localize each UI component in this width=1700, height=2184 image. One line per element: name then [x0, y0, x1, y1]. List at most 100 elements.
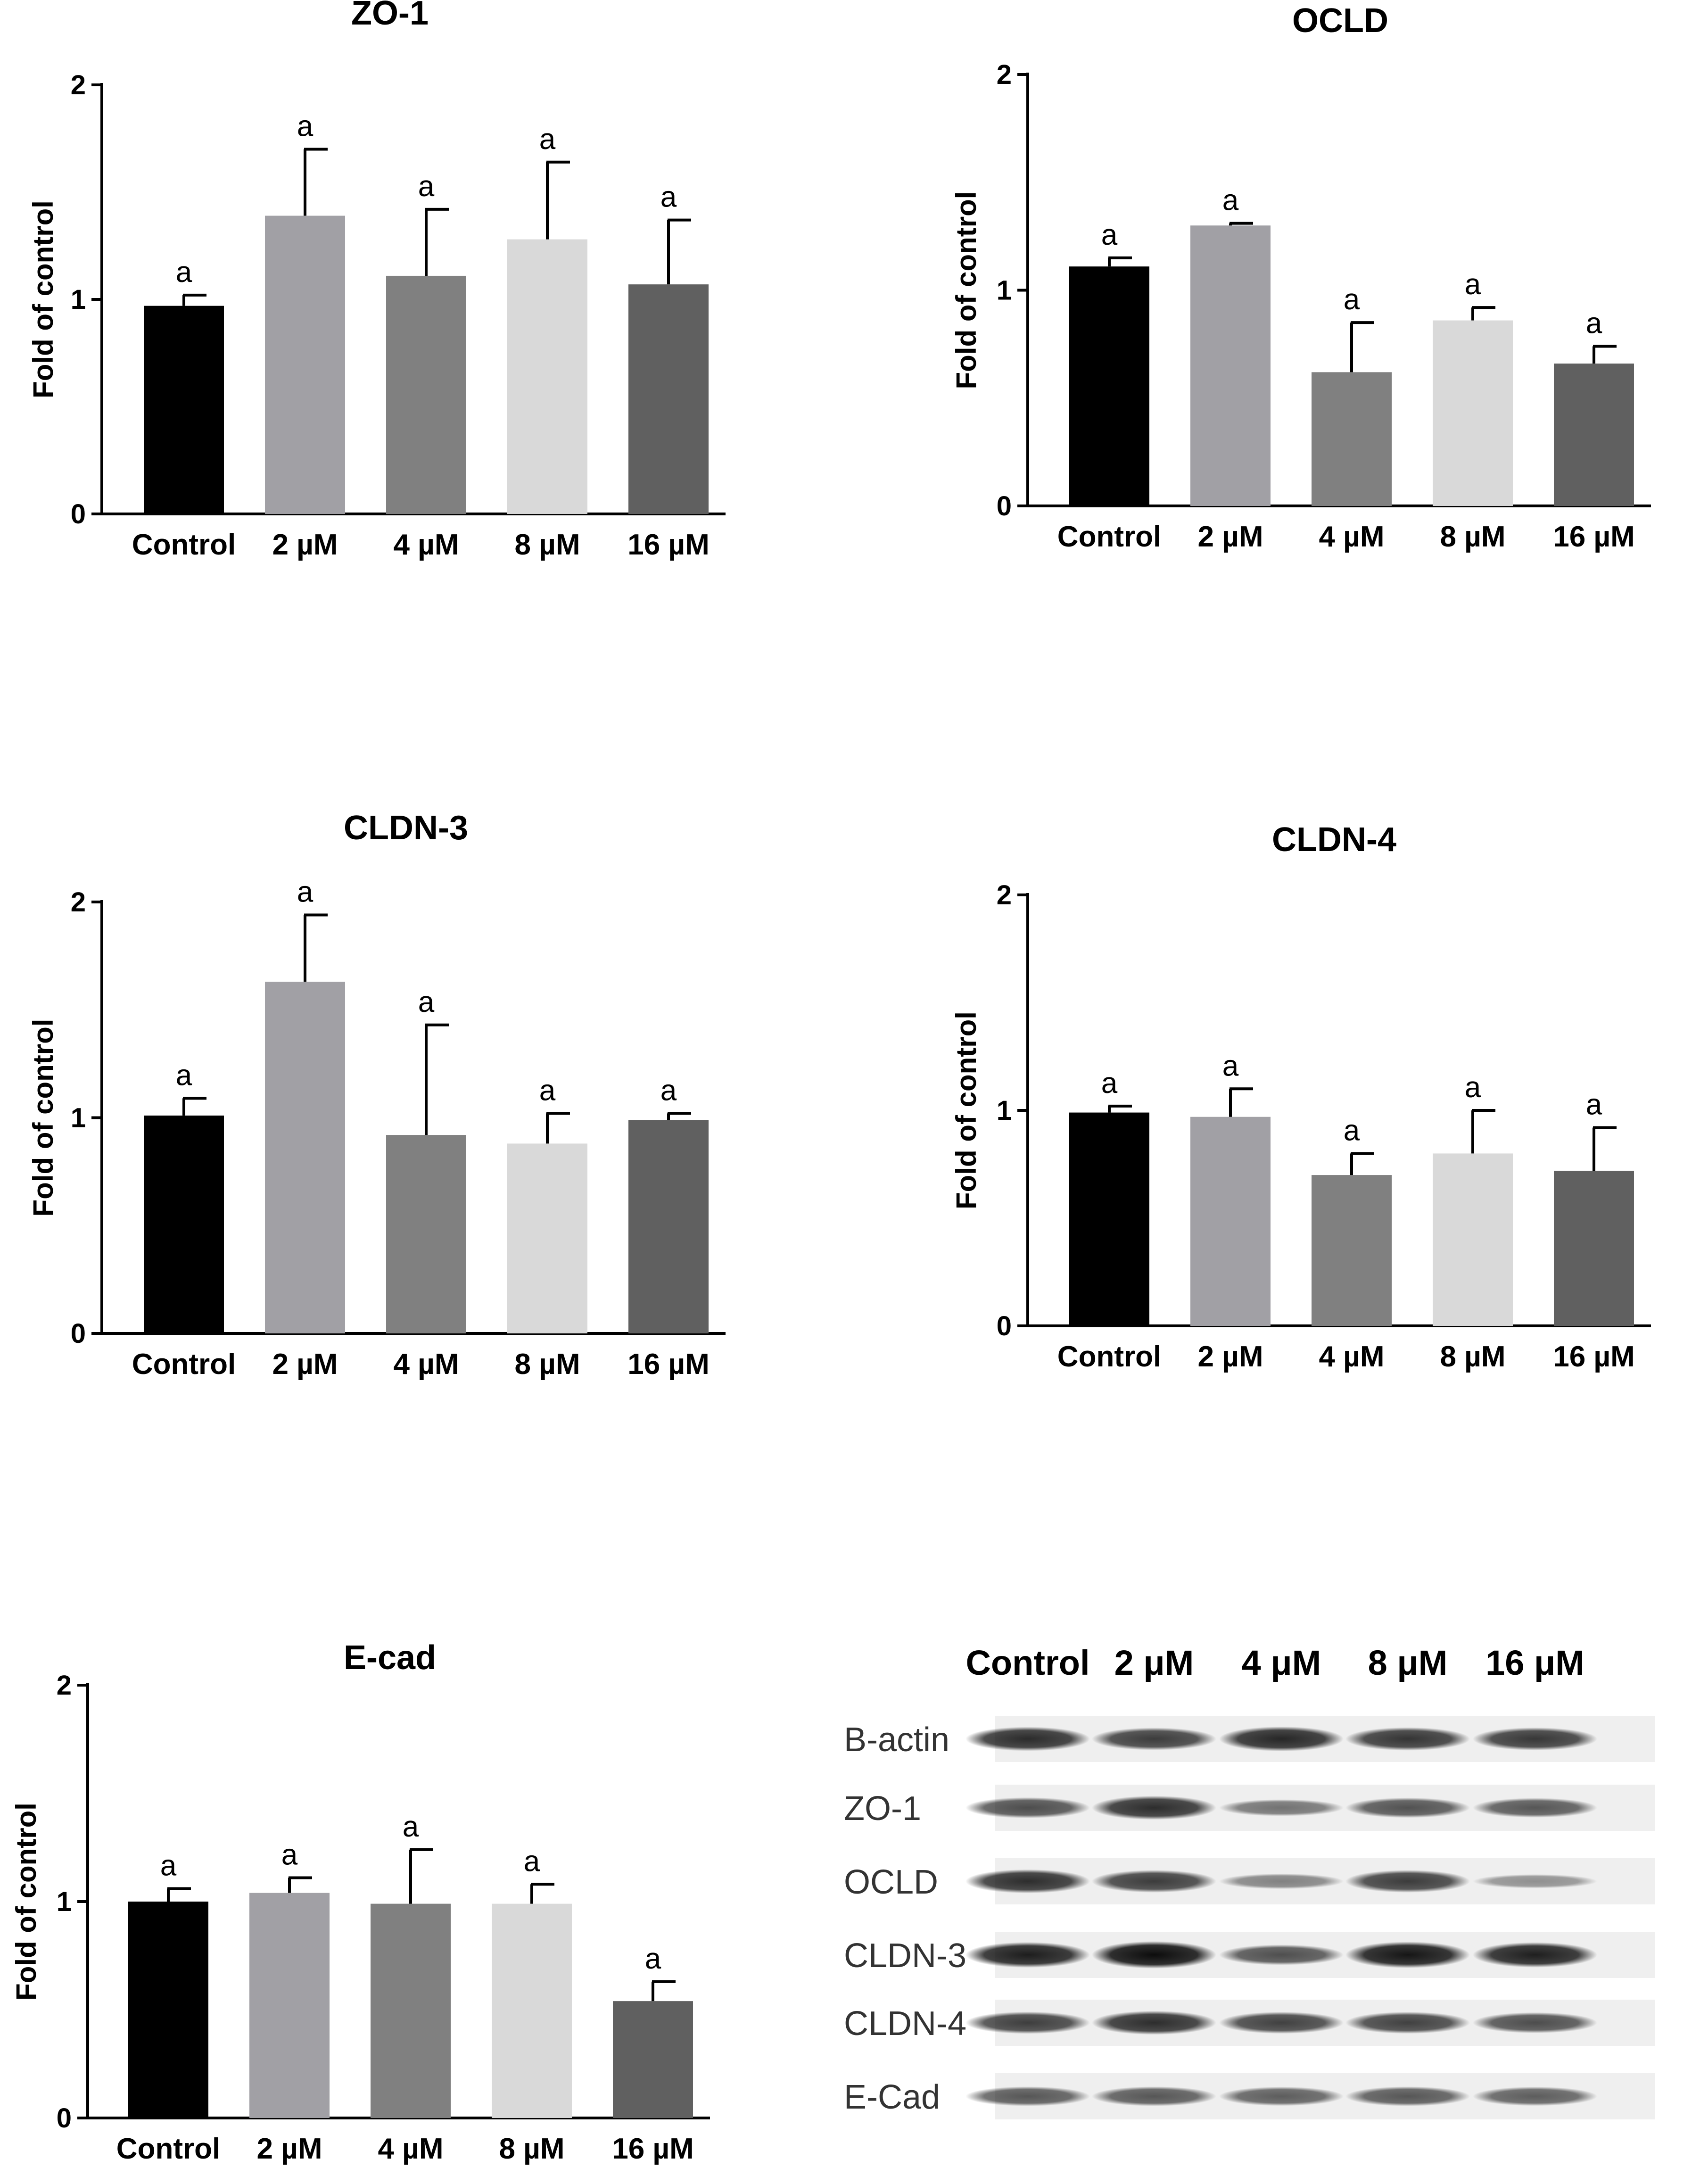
blot-band-ocld-8-m	[1345, 1870, 1470, 1893]
bar-2-m	[1190, 225, 1271, 506]
blot-band-e-cad-2-m	[1092, 2086, 1216, 2106]
y-tick-label: 1	[997, 275, 1012, 306]
blot-band-b-actin-16-m	[1473, 1727, 1597, 1751]
chart-title: ZO-1	[351, 0, 429, 32]
blot-band-ocld-2-m	[1092, 1870, 1216, 1893]
x-tick-label: Control	[1057, 521, 1161, 553]
blot-lane-label: 4 μM	[1242, 1643, 1321, 1682]
significance-letter: a	[418, 170, 435, 203]
y-tick-label: 2	[57, 1670, 72, 1701]
bar-8-m	[492, 1903, 572, 2118]
y-axis-label: Fold of control	[950, 191, 982, 389]
x-tick-label: 4 µM	[1319, 521, 1384, 553]
bar-2-m	[249, 1893, 330, 2118]
y-tick-label: 2	[71, 70, 86, 100]
y-tick-label: 0	[71, 1318, 86, 1349]
significance-letter: a	[1586, 307, 1602, 339]
x-tick-label: 2 µM	[272, 1348, 338, 1381]
blot-band-e-cad-8-m	[1345, 2086, 1470, 2106]
bar-2-m	[265, 982, 345, 1333]
bar-2-m	[265, 215, 345, 514]
significance-letter: a	[418, 986, 435, 1018]
blot-row-label: CLDN-4	[844, 2005, 966, 2043]
x-tick-label: 2 µM	[1197, 521, 1263, 553]
x-tick-label: Control	[132, 1348, 236, 1381]
significance-letter: a	[1222, 184, 1239, 217]
x-tick-label: 4 µM	[393, 529, 459, 561]
blot-band-e-cad-control	[966, 2086, 1090, 2106]
y-axis-label: Fold of control	[27, 200, 59, 398]
blot-lane-label: 16 μM	[1485, 1643, 1584, 1682]
blot-lane-label: Control	[966, 1643, 1089, 1682]
x-tick-label: 8 µM	[514, 529, 580, 561]
chart-zo-1: ZO-1 0 1 2 Fold of control a Control a 2 µM a 4 µM…	[27, 0, 726, 561]
significance-letter: a	[403, 1811, 419, 1843]
blot-band-ocld-control	[966, 1869, 1090, 1894]
blot-band-zo-1-control	[966, 1797, 1090, 1819]
chart-e-cad: E-cad 0 1 2 Fold of control a Control a 2 µM a 4 µ…	[10, 1639, 710, 2165]
bar-16-m	[628, 284, 709, 514]
blot-band-cldn-3-4-m	[1219, 1944, 1344, 1965]
significance-letter: a	[160, 1849, 177, 1882]
blot-band-zo-1-8-m	[1345, 1797, 1470, 1818]
blot-lane-label: 8 μM	[1368, 1643, 1448, 1682]
x-tick-label: 16 µM	[627, 529, 710, 561]
bar-8-m	[1433, 320, 1513, 506]
blot-band-e-cad-4-m	[1219, 2086, 1344, 2106]
y-axis-label: Fold of control	[10, 1803, 42, 2001]
x-tick-label: 8 µM	[1440, 1340, 1505, 1373]
blot-band-b-actin-4-m	[1219, 1726, 1344, 1752]
significance-letter: a	[524, 1845, 540, 1878]
x-tick-label: 16 µM	[612, 2133, 694, 2165]
significance-letter: a	[281, 1839, 298, 1871]
bar-4-m	[371, 1903, 451, 2118]
significance-letter: a	[176, 256, 192, 289]
blot-band-cldn-4-2-m	[1092, 2010, 1216, 2035]
blot-row-label: E-Cad	[844, 2078, 940, 2116]
y-tick-label: 0	[997, 1311, 1012, 1341]
bar-control	[144, 306, 224, 514]
significance-letter: a	[297, 876, 314, 908]
charts-layer: ZO-1 0 1 2 Fold of control a Control a 2 µM a 4 µM…	[10, 0, 1651, 2165]
x-tick-label: 2 µM	[1197, 1340, 1263, 1373]
y-axis-label: Fold of control	[27, 1019, 59, 1217]
blot-band-cldn-3-control	[966, 1942, 1090, 1968]
significance-letter: a	[539, 123, 556, 156]
x-tick-label: 16 µM	[1553, 521, 1635, 553]
significance-letter: a	[1222, 1050, 1239, 1082]
blot-band-cldn-3-16-m	[1473, 1942, 1597, 1968]
bar-4-m	[1312, 1175, 1392, 1326]
significance-letter: a	[1586, 1089, 1602, 1121]
significance-letter: a	[297, 110, 314, 143]
x-tick-label: 8 µM	[1440, 521, 1505, 553]
chart-title: E-cad	[344, 1639, 436, 1677]
bar-control	[1069, 266, 1149, 506]
bar-8-m	[507, 1143, 587, 1333]
x-tick-label: Control	[132, 529, 236, 561]
y-tick-label: 1	[71, 1103, 86, 1133]
bar-16-m	[1554, 364, 1634, 506]
significance-letter: a	[1465, 268, 1481, 301]
bar-control	[144, 1115, 224, 1333]
bar-control	[1069, 1112, 1149, 1326]
significance-letter: a	[1344, 283, 1360, 316]
x-tick-label: 4 µM	[393, 1348, 459, 1381]
chart-title: CLDN-4	[1272, 821, 1396, 859]
blot-band-cldn-3-2-m	[1092, 1941, 1216, 1969]
blot-band-zo-1-16-m	[1473, 1798, 1597, 1818]
x-tick-label: 2 µM	[272, 529, 338, 561]
blot-row-label: B-actin	[844, 1721, 949, 1759]
x-tick-label: 2 µM	[256, 2133, 322, 2165]
bar-16-m	[1554, 1170, 1634, 1326]
blot-band-b-actin-control	[966, 1727, 1090, 1751]
y-tick-label: 0	[71, 499, 86, 529]
blot-band-cldn-4-16-m	[1473, 2012, 1597, 2034]
y-tick-label: 2	[997, 59, 1012, 90]
chart-ocld: OCLD 0 1 2 Fold of control a Control a 2 µM a 4 µM…	[950, 2, 1651, 553]
bar-16-m	[628, 1120, 709, 1333]
chart-title: OCLD	[1292, 2, 1388, 40]
blot-band-cldn-3-8-m	[1345, 1941, 1470, 1969]
bar-4-m	[386, 1135, 466, 1333]
blot-row-label: OCLD	[844, 1863, 938, 1901]
